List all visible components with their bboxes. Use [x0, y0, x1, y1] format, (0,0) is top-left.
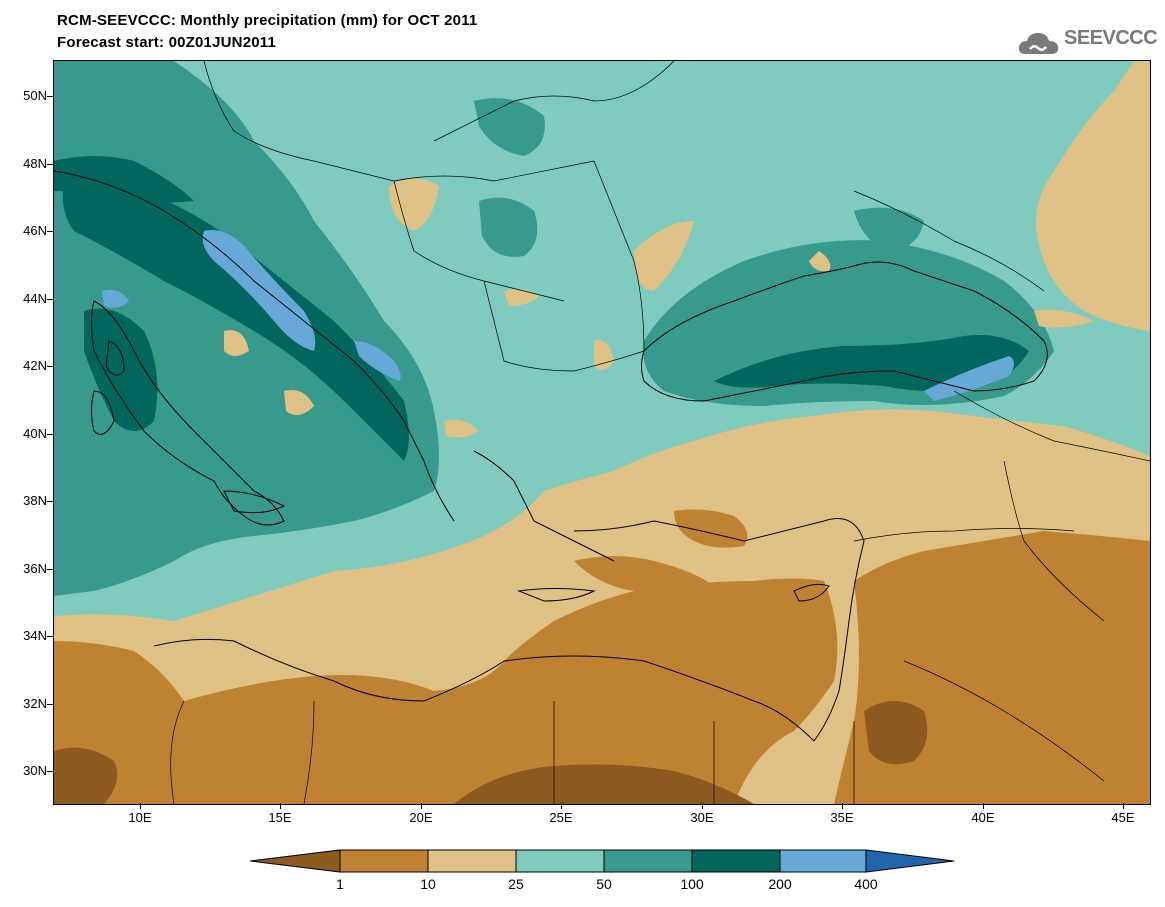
country-borders [170, 61, 1150, 804]
legend-label: 50 [596, 876, 612, 892]
blue-patch-liguria [102, 289, 129, 308]
lat-label: 36N [23, 561, 47, 576]
lat-tick [47, 434, 53, 435]
tan-blob-hungary [389, 178, 439, 231]
tan-blob-serbia [504, 289, 539, 306]
lon-label: 45E [1111, 810, 1135, 825]
dark-teal-hungary [479, 197, 538, 257]
map-title: RCM-SEEVCCC: Monthly precipitation (mm) … [57, 12, 478, 29]
tan-blob-romania [634, 221, 694, 291]
lon-label: 30E [690, 810, 714, 825]
lat-tick [47, 771, 53, 772]
tan-blob-bulgaria [594, 340, 614, 370]
lon-tick [842, 803, 843, 809]
lat-tick [47, 636, 53, 637]
tan-blob-crimea [809, 251, 831, 272]
brown-region-anatolia [674, 509, 748, 548]
lat-tick [47, 164, 53, 165]
lon-label: 35E [830, 810, 854, 825]
legend-swatch [779, 849, 867, 873]
lat-label: 40N [23, 426, 47, 441]
legend-label: 400 [854, 876, 878, 892]
legend-swatch [603, 849, 693, 873]
lat-tick [47, 501, 53, 502]
lon-tick [561, 803, 562, 809]
lat-label: 34N [23, 628, 47, 643]
darkest-region-egypt [454, 764, 754, 804]
tan-blob-caucasus-east [1034, 309, 1094, 328]
darkest-region-arabia [864, 701, 928, 765]
brown-region-africa [54, 578, 838, 804]
blue-patch-georgia [924, 356, 1014, 401]
deepest-teal-tyrrhenian [84, 308, 158, 431]
legend-label: 25 [508, 876, 524, 892]
lat-label: 42N [23, 358, 47, 373]
legend-swatch [427, 849, 517, 873]
lon-tick [421, 803, 422, 809]
tan-blob-aegean [444, 419, 479, 438]
lon-label: 40E [971, 810, 995, 825]
lat-tick [47, 231, 53, 232]
coastlines [54, 170, 1048, 742]
darkest-region-libya [54, 747, 118, 804]
lon-label: 25E [549, 810, 573, 825]
lat-label: 44N [23, 291, 47, 306]
forecast-start-label: Forecast start: 00Z01JUN2011 [57, 34, 277, 51]
lat-tick [47, 299, 53, 300]
legend-label: 1 [336, 876, 344, 892]
lat-tick [47, 569, 53, 570]
lat-tick [47, 366, 53, 367]
tan-blob-italy [224, 330, 249, 356]
lat-label: 50N [23, 88, 47, 103]
lon-label: 20E [409, 810, 433, 825]
brown-region-middle-east [834, 531, 1150, 804]
tan-region-northeast [1036, 61, 1150, 331]
lon-tick [983, 803, 984, 809]
cloud-icon [1018, 33, 1059, 54]
lat-label: 32N [23, 696, 47, 711]
legend-swatch [250, 849, 341, 873]
lat-label: 30N [23, 763, 47, 778]
lon-label: 15E [268, 810, 292, 825]
legend-swatch [339, 849, 429, 873]
lon-label: 10E [128, 810, 152, 825]
lon-tick [280, 803, 281, 809]
legend-label: 100 [680, 876, 704, 892]
lon-tick [140, 803, 141, 809]
lon-tick [702, 803, 703, 809]
legend-label: 200 [768, 876, 792, 892]
legend-swatch [691, 849, 781, 873]
lat-label: 46N [23, 223, 47, 238]
blue-patch-croatia [202, 230, 316, 351]
deepest-teal-adriatic [62, 177, 409, 461]
precipitation-map [53, 60, 1151, 805]
brown-region-crete-south [574, 556, 714, 591]
logo-text: SEEVCCC [1064, 27, 1158, 49]
legend-swatch [865, 849, 955, 873]
legend-label: 10 [420, 876, 436, 892]
lon-tick [1123, 803, 1124, 809]
deepest-teal-black-sea-south [714, 335, 1029, 391]
lat-label: 48N [23, 156, 47, 171]
lat-label: 38N [23, 493, 47, 508]
lat-tick [47, 96, 53, 97]
dark-teal-poland [474, 98, 545, 156]
tan-blob-adriatic-south [284, 390, 314, 415]
lat-tick [47, 704, 53, 705]
deepest-teal-alps [54, 156, 194, 203]
dark-teal-caucasus [854, 207, 924, 251]
legend-swatch [515, 849, 605, 873]
blue-patch-montenegro [354, 341, 401, 381]
color-legend [250, 849, 955, 873]
